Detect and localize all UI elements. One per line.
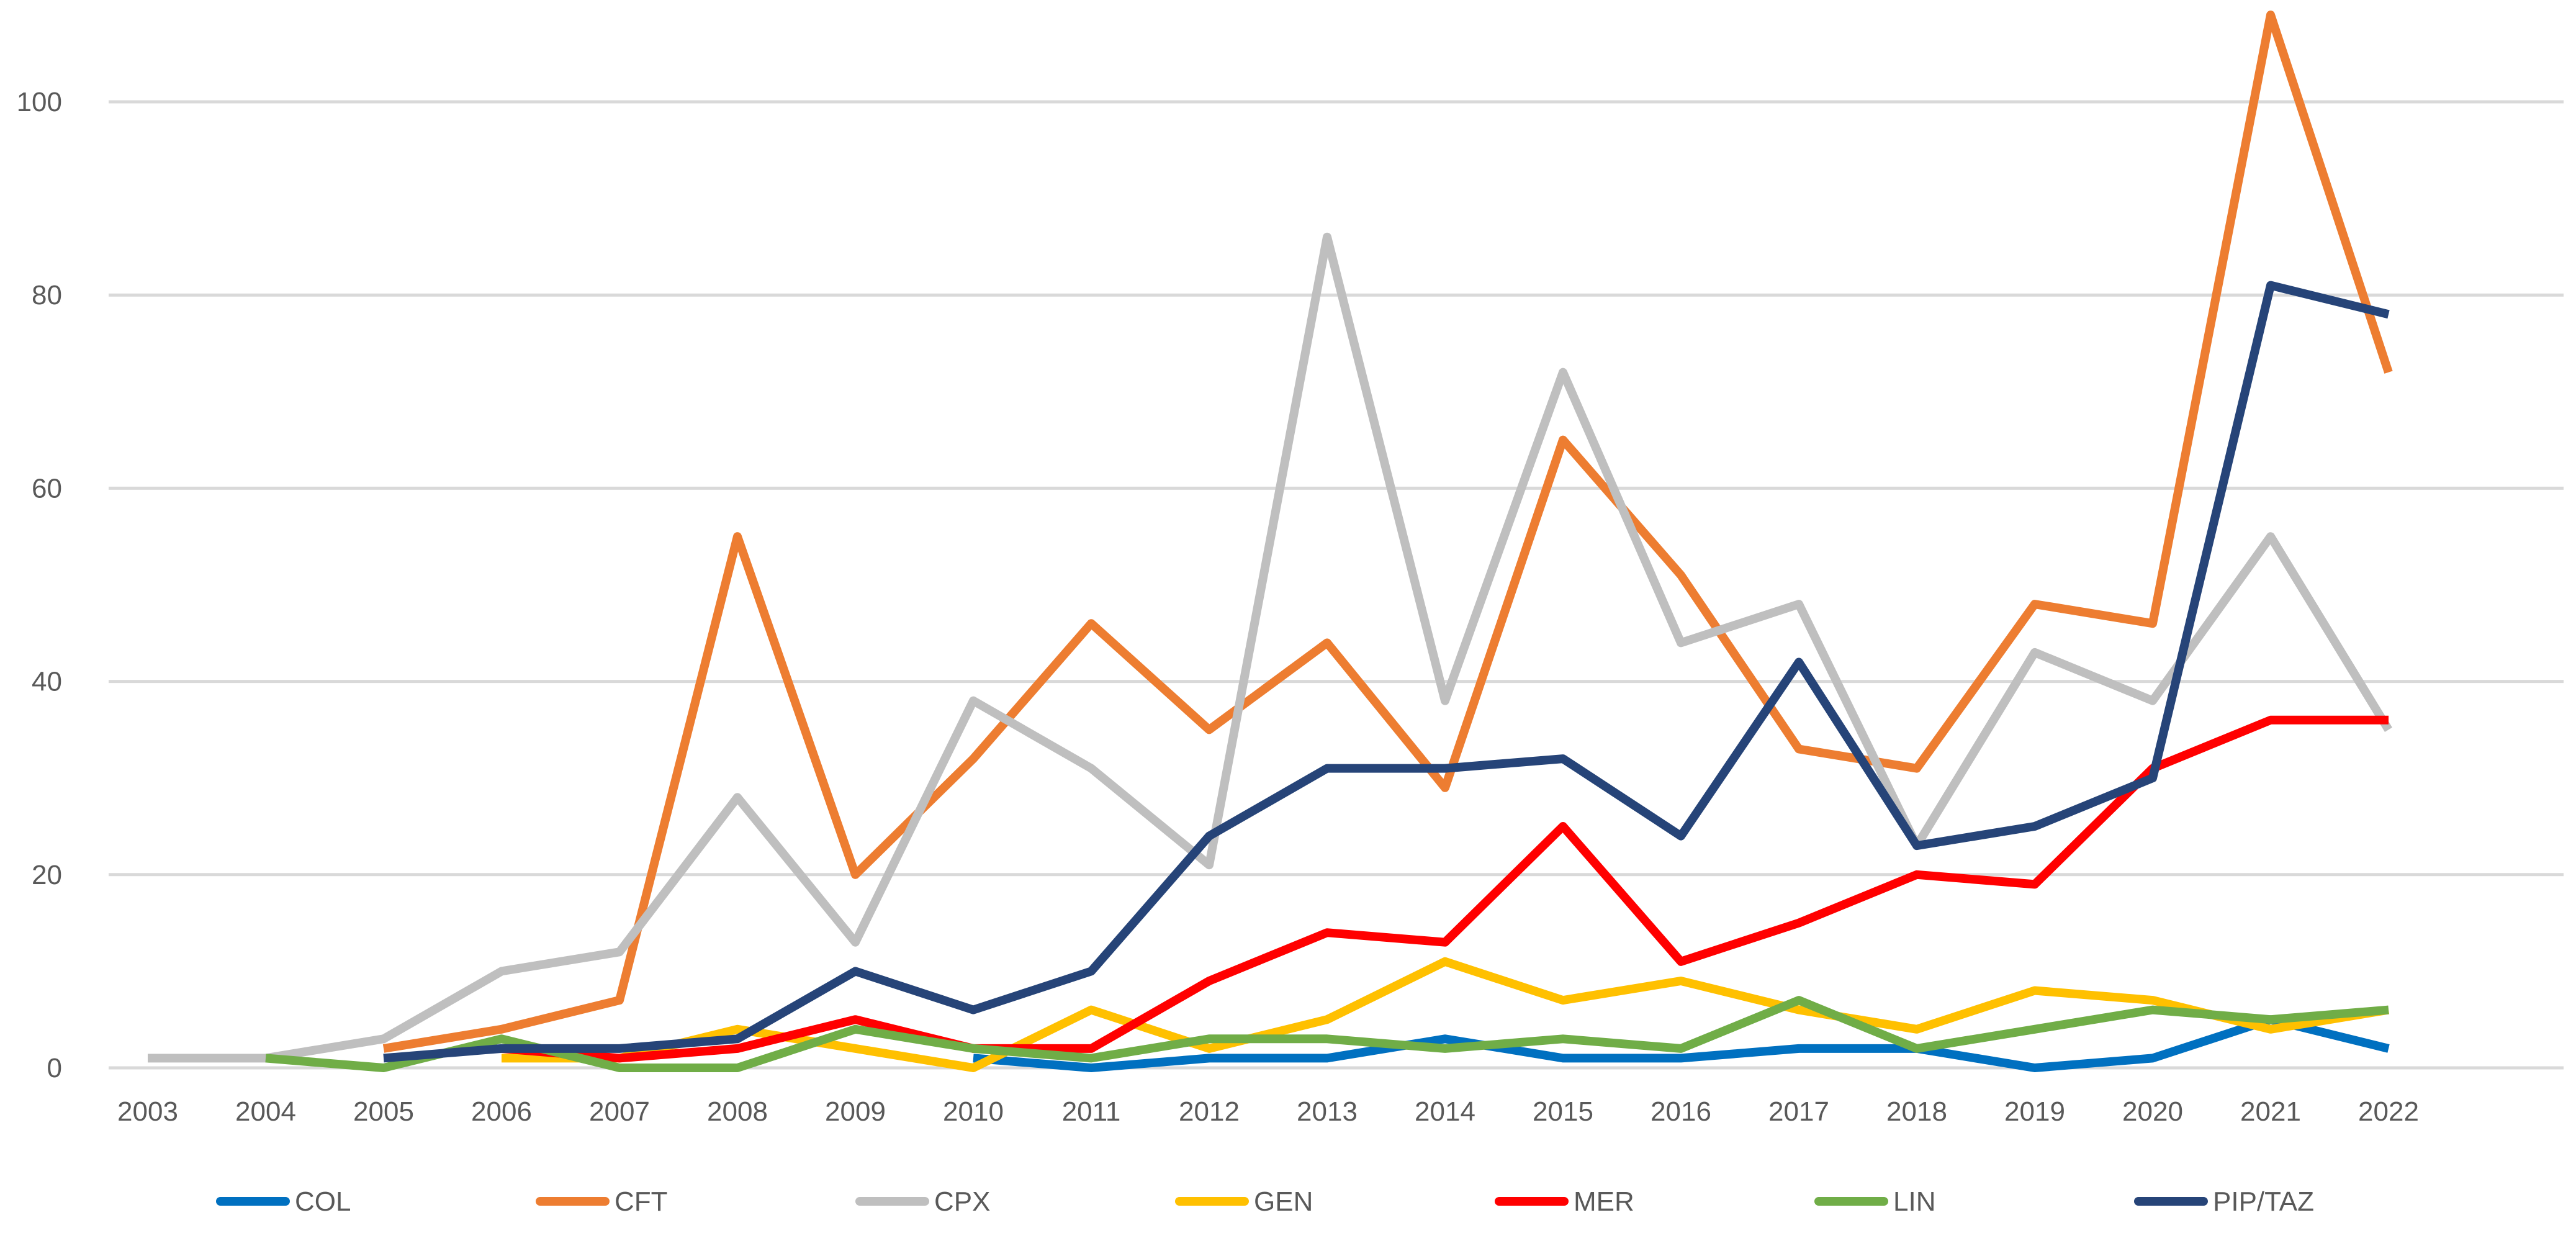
y-tick-label-60: 60 bbox=[32, 473, 62, 504]
series-line-cft bbox=[382, 11, 2393, 1053]
legend-label-cft: CFT bbox=[615, 1186, 668, 1217]
x-tick-label-2004: 2004 bbox=[235, 1096, 296, 1127]
x-tick-label-2017: 2017 bbox=[1768, 1096, 1829, 1127]
series-line-pip-taz bbox=[383, 281, 2390, 1063]
series-lines bbox=[148, 11, 2393, 1072]
x-tick-label-2014: 2014 bbox=[1415, 1096, 1475, 1127]
series-line-col bbox=[973, 1015, 2390, 1072]
x-tick-label-2020: 2020 bbox=[2122, 1096, 2183, 1127]
y-tick-label-0: 0 bbox=[47, 1053, 62, 1083]
y-tick-label-20: 20 bbox=[32, 860, 62, 890]
legend-label-lin: LIN bbox=[1893, 1186, 1935, 1217]
legend: COL CFT CPX GEN MER LIN PIP/TAZ bbox=[216, 1186, 2314, 1217]
series-line-cpx bbox=[148, 232, 2392, 1063]
x-tick-label-2015: 2015 bbox=[1533, 1096, 1593, 1127]
x-tick-label-2022: 2022 bbox=[2358, 1096, 2419, 1127]
y-axis-tick-labels: 0 20 40 60 80 100 bbox=[17, 87, 62, 1083]
x-tick-label-2007: 2007 bbox=[589, 1096, 650, 1127]
x-axis-tick-labels: 2003 2004 2005 2006 2007 2008 2009 2010 2011 2012… bbox=[117, 1096, 2419, 1127]
legend-label-col: COL bbox=[295, 1186, 351, 1217]
x-tick-label-2021: 2021 bbox=[2240, 1096, 2301, 1127]
series-line-lin bbox=[265, 996, 2389, 1072]
x-tick-label-2018: 2018 bbox=[1886, 1096, 1947, 1127]
legend-label-cpx: CPX bbox=[934, 1186, 990, 1217]
x-tick-label-2006: 2006 bbox=[471, 1096, 532, 1127]
x-tick-label-2011: 2011 bbox=[1062, 1096, 1121, 1127]
x-tick-label-2012: 2012 bbox=[1179, 1096, 1240, 1127]
legend-label-pip-taz: PIP/TAZ bbox=[2213, 1186, 2314, 1217]
x-tick-label-2008: 2008 bbox=[707, 1096, 768, 1127]
x-tick-label-2013: 2013 bbox=[1297, 1096, 1358, 1127]
gridlines bbox=[109, 100, 2564, 1070]
y-tick-label-100: 100 bbox=[17, 87, 62, 117]
series-line-mer bbox=[501, 715, 2389, 1063]
x-tick-label-2010: 2010 bbox=[943, 1096, 1004, 1127]
x-tick-label-2019: 2019 bbox=[2004, 1096, 2065, 1127]
x-tick-label-2003: 2003 bbox=[117, 1096, 178, 1127]
legend-label-gen: GEN bbox=[1254, 1186, 1313, 1217]
x-tick-label-2016: 2016 bbox=[1651, 1096, 1711, 1127]
legend-label-mer: MER bbox=[1574, 1186, 1634, 1217]
x-tick-label-2009: 2009 bbox=[825, 1096, 886, 1127]
y-tick-label-80: 80 bbox=[32, 280, 62, 310]
x-tick-label-2005: 2005 bbox=[353, 1096, 414, 1127]
y-tick-label-40: 40 bbox=[32, 667, 62, 697]
